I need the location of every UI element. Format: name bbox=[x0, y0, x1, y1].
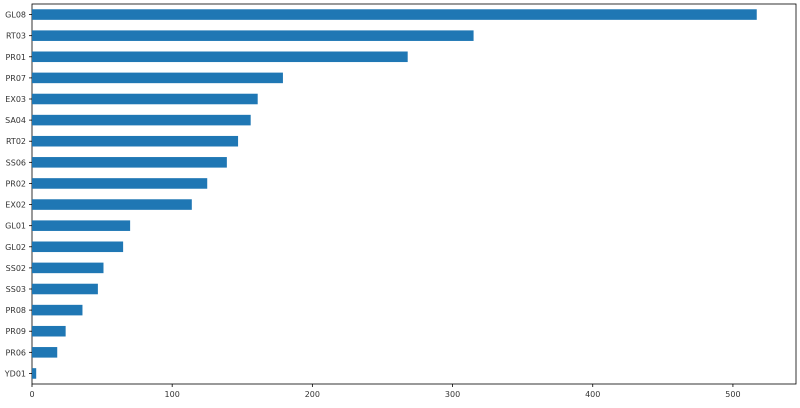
y-tick-label: SS06 bbox=[6, 158, 26, 167]
bar-pr02 bbox=[32, 178, 208, 189]
y-tick-label: SS03 bbox=[6, 285, 26, 294]
y-tick-label: GL01 bbox=[5, 222, 26, 231]
bar-rt02 bbox=[32, 135, 239, 147]
y-tick-label: SA04 bbox=[5, 116, 26, 125]
bar-ss03 bbox=[32, 283, 98, 295]
x-tick-label: 400 bbox=[585, 390, 600, 399]
y-tick-label: PR08 bbox=[5, 306, 26, 315]
y-tick-label: RT02 bbox=[6, 137, 26, 146]
bar-gl08 bbox=[32, 9, 757, 20]
y-tick-label: PR07 bbox=[5, 74, 26, 83]
y-tick-label: PR01 bbox=[5, 53, 26, 62]
plot-frame bbox=[31, 3, 797, 385]
y-tick-label: SS02 bbox=[6, 264, 26, 273]
y-tick-label: EX02 bbox=[5, 201, 26, 210]
y-tick-label: GL08 bbox=[5, 11, 26, 20]
x-tick-label: 0 bbox=[29, 390, 34, 399]
x-tick-label: 200 bbox=[305, 390, 320, 399]
bar-gl01 bbox=[32, 220, 131, 231]
x-tick-label: 300 bbox=[445, 390, 460, 399]
y-tick-label: RT03 bbox=[6, 32, 26, 41]
bar-pr06 bbox=[32, 347, 58, 358]
y-tick-label: PR09 bbox=[5, 327, 26, 336]
bar-gl02 bbox=[32, 241, 124, 253]
y-tick-label: EX03 bbox=[5, 95, 26, 104]
bar-pr09 bbox=[32, 325, 66, 337]
bar-ex02 bbox=[32, 199, 192, 210]
x-tick-label: 100 bbox=[165, 390, 180, 399]
bar-ss06 bbox=[32, 157, 227, 168]
y-tick-label: GL02 bbox=[5, 243, 26, 252]
y-tick-label: PR02 bbox=[5, 179, 26, 188]
x-tick-label: 500 bbox=[725, 390, 740, 399]
bar-pr07 bbox=[32, 72, 283, 84]
y-tick-label: PR06 bbox=[5, 348, 26, 357]
bar-pr01 bbox=[32, 51, 408, 63]
bar-ex03 bbox=[32, 93, 258, 105]
bar-yd01 bbox=[32, 368, 37, 379]
y-tick-label: YD01 bbox=[4, 369, 26, 378]
bar-ss02 bbox=[32, 262, 104, 274]
bar-pr08 bbox=[32, 304, 83, 316]
bar-rt03 bbox=[32, 30, 474, 41]
bar-sa04 bbox=[32, 114, 251, 126]
